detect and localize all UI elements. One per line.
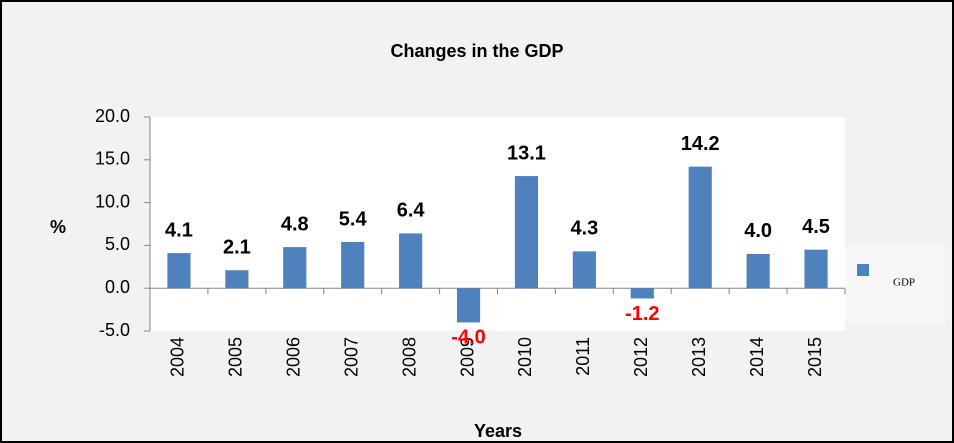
y-axis-label: % [50, 217, 66, 237]
legend-swatch [857, 264, 869, 276]
data-label: 4.3 [570, 218, 598, 240]
bar [572, 251, 596, 289]
chart-title: Changes in the GDP [390, 41, 563, 61]
x-tick-label: 2008 [399, 337, 419, 377]
bar [804, 249, 828, 289]
bar [746, 253, 770, 289]
bar [630, 288, 654, 299]
data-label: 5.4 [339, 208, 368, 230]
x-axis-label: Years [474, 421, 522, 441]
x-tick-label: 2004 [168, 337, 188, 377]
data-label: 4.5 [802, 216, 830, 238]
bar [514, 176, 539, 289]
x-tick-label: 2013 [689, 337, 709, 377]
x-tick-label: 2007 [341, 337, 361, 377]
bar [688, 166, 712, 289]
y-tick-label: 5.0 [105, 234, 130, 254]
bar [399, 233, 423, 289]
data-label: -4.0 [451, 327, 485, 349]
x-tick-label: 2005 [226, 337, 246, 377]
x-tick-label: 2011 [573, 337, 593, 376]
x-tick-label: 2012 [631, 337, 651, 377]
data-label: 4.0 [744, 220, 772, 242]
y-tick-label: -5.0 [99, 320, 130, 340]
y-tick-label: 15.0 [95, 149, 130, 169]
bar [167, 253, 191, 289]
data-label: 13.1 [507, 142, 546, 164]
y-tick-label: 0.0 [105, 277, 130, 297]
y-tick-label: 10.0 [95, 191, 130, 211]
x-tick-label: 2006 [284, 337, 304, 377]
bar [225, 270, 249, 289]
data-label: 6.4 [397, 200, 426, 222]
bar [456, 288, 481, 323]
x-tick-label: 2010 [515, 337, 535, 377]
legend-label: GDP [893, 277, 915, 289]
plot-area [150, 117, 845, 331]
y-tick-label: 20.0 [95, 106, 130, 126]
bar [283, 247, 307, 289]
data-label: 2.1 [223, 237, 251, 259]
data-label: 14.2 [681, 133, 720, 155]
data-label: 4.1 [165, 219, 193, 241]
x-tick-label: 2009 [457, 337, 477, 377]
x-tick-label: 2015 [805, 337, 825, 377]
x-tick-label: 2014 [747, 337, 767, 377]
data-label: 4.8 [281, 213, 309, 235]
legend [845, 245, 945, 325]
data-label: -1.2 [625, 303, 659, 325]
bar [341, 241, 365, 289]
